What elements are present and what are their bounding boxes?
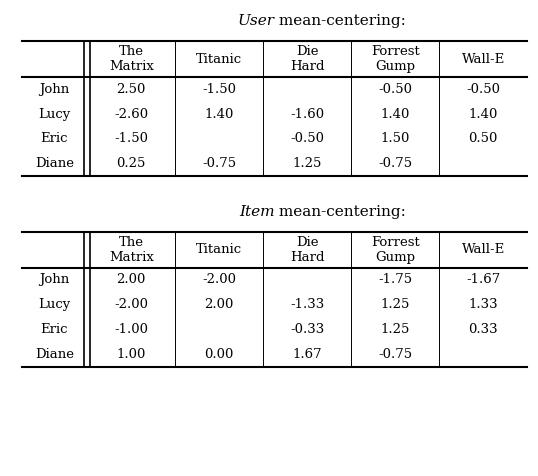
Text: 1.00: 1.00 [117,347,146,361]
Text: Diane: Diane [35,157,74,170]
Text: Wall-E: Wall-E [462,53,505,66]
Text: Wall-E: Wall-E [462,243,505,256]
Text: 0.00: 0.00 [204,347,234,361]
Text: 1.50: 1.50 [380,132,410,146]
Text: 1.25: 1.25 [380,298,410,311]
Text: 1.25: 1.25 [380,323,410,336]
Text: 1.25: 1.25 [293,157,322,170]
Text: -0.50: -0.50 [466,83,500,96]
Text: Lucy: Lucy [38,108,70,121]
Text: 1.40: 1.40 [469,108,498,121]
Text: John: John [39,83,69,96]
Text: The
Matrix: The Matrix [109,236,154,264]
Text: -0.75: -0.75 [378,157,412,170]
Text: Item: Item [239,205,274,218]
Text: 2.50: 2.50 [117,83,146,96]
Text: -2.00: -2.00 [114,298,148,311]
Text: Lucy: Lucy [38,298,70,311]
Text: 1.40: 1.40 [204,108,234,121]
Text: mean-centering:: mean-centering: [274,205,406,218]
Text: 2.00: 2.00 [204,298,234,311]
Text: -2.00: -2.00 [202,273,236,287]
Text: Titanic: Titanic [196,53,242,66]
Text: 1.67: 1.67 [293,347,322,361]
Text: -0.50: -0.50 [378,83,412,96]
Text: 2.00: 2.00 [117,273,146,287]
Text: -2.60: -2.60 [114,108,148,121]
Text: -1.33: -1.33 [290,298,324,311]
Text: -1.67: -1.67 [466,273,500,287]
Text: 0.25: 0.25 [117,157,146,170]
Text: Titanic: Titanic [196,243,242,256]
Text: -1.00: -1.00 [114,323,148,336]
Text: 0.33: 0.33 [469,323,498,336]
Text: Eric: Eric [41,132,68,146]
Text: Forrest
Gump: Forrest Gump [371,236,420,264]
Text: Diane: Diane [35,347,74,361]
Text: The
Matrix: The Matrix [109,45,154,73]
Text: User: User [237,14,274,28]
Text: Eric: Eric [41,323,68,336]
Text: Die
Hard: Die Hard [290,45,324,73]
Text: -0.33: -0.33 [290,323,324,336]
Text: 0.50: 0.50 [469,132,498,146]
Text: -1.75: -1.75 [378,273,412,287]
Text: -1.50: -1.50 [114,132,148,146]
Text: Die
Hard: Die Hard [290,236,324,264]
Text: -1.50: -1.50 [202,83,236,96]
Text: mean-centering:: mean-centering: [274,14,406,28]
Text: Forrest
Gump: Forrest Gump [371,45,420,73]
Text: -0.50: -0.50 [291,132,324,146]
Text: 1.33: 1.33 [469,298,498,311]
Text: -1.60: -1.60 [290,108,324,121]
Text: John: John [39,273,69,287]
Text: -0.75: -0.75 [378,347,412,361]
Text: 1.40: 1.40 [380,108,410,121]
Text: -0.75: -0.75 [202,157,236,170]
